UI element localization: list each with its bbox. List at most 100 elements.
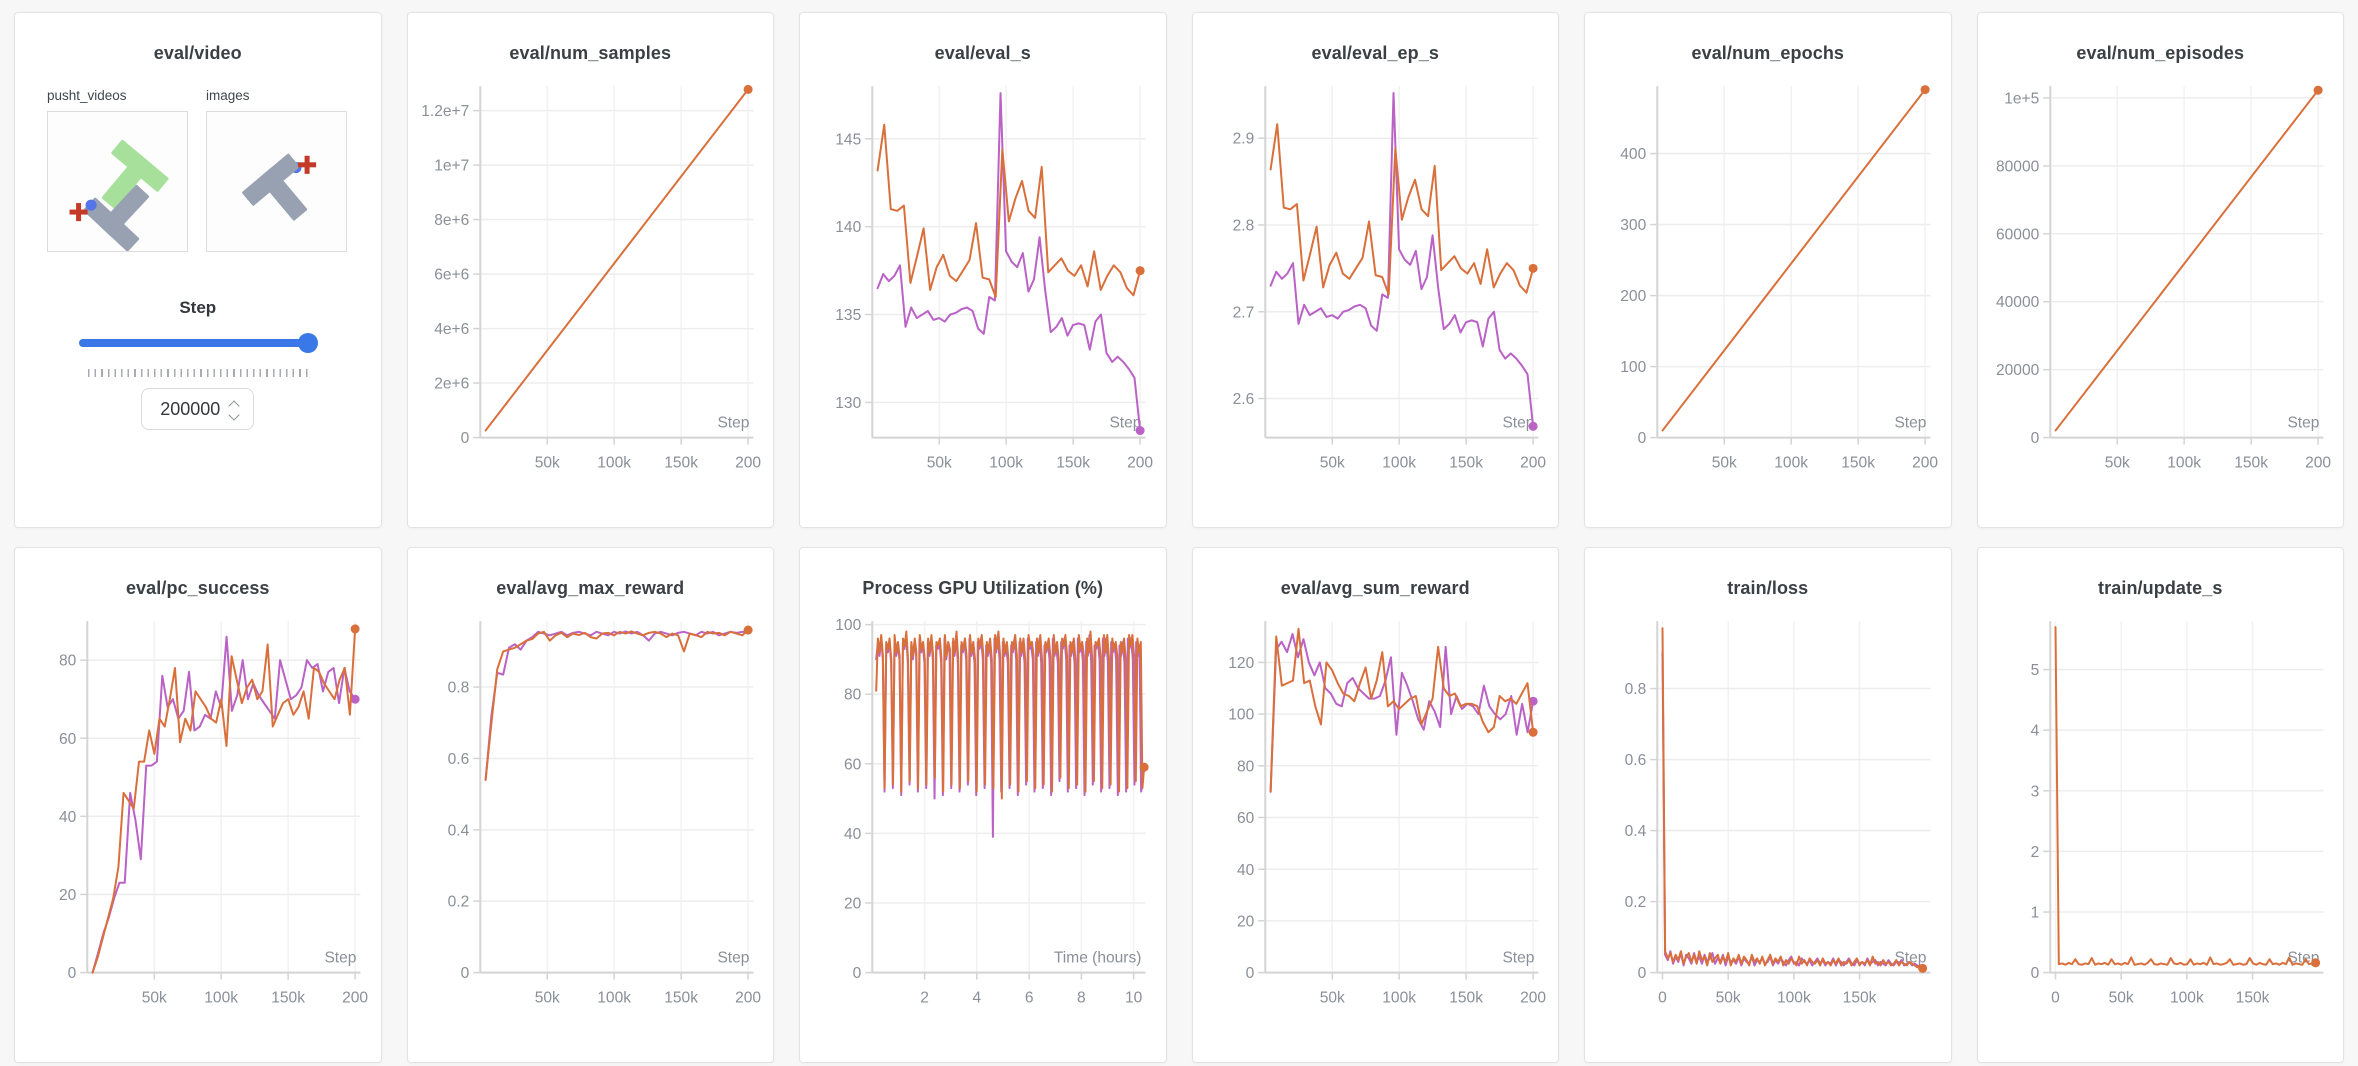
svg-text:50k: 50k [1712,455,1737,472]
pusht-videos-thumbnail[interactable] [47,111,188,252]
svg-text:Step: Step [1502,950,1534,967]
svg-text:150k: 150k [1843,990,1877,1007]
svg-text:8: 8 [1077,990,1086,1007]
svg-text:200: 200 [1620,288,1646,305]
svg-text:150k: 150k [664,990,698,1007]
slider-track[interactable] [78,339,317,347]
svg-text:0: 0 [1638,965,1647,982]
svg-text:2: 2 [2030,844,2039,861]
svg-text:100k: 100k [597,990,631,1007]
svg-text:50k: 50k [534,455,559,472]
chart-eval-eval-s[interactable]: 130 135 140 145 50k 100k 150k 200 Step [800,64,1166,510]
slider-tick-marks [87,369,308,377]
chart-train-update-s[interactable]: 0 1 2 3 4 5 0 50k 100k 150k Step [1978,599,2344,1045]
svg-text:200: 200 [342,990,368,1007]
svg-text:100k: 100k [1382,455,1416,472]
svg-text:50k: 50k [1319,455,1344,472]
svg-text:50k: 50k [534,990,559,1007]
media-panel-eval-video: eval/video pusht_videos [14,12,382,528]
svg-text:150k: 150k [1841,455,1875,472]
svg-text:1e+5: 1e+5 [2004,90,2039,107]
svg-text:150k: 150k [664,455,698,472]
chart-panel-eval-avg-max-reward: eval/avg_max_reward 0 0.2 0.4 0.6 0.8 50k 100k… [406,547,774,1063]
chart-title: Process GPU Utilization (%) [862,578,1104,598]
pusht-image [242,153,317,221]
svg-text:3: 3 [2030,783,2039,800]
svg-text:80: 80 [844,687,862,704]
svg-text:60: 60 [1236,810,1254,827]
svg-text:50k: 50k [1716,990,1741,1007]
svg-text:150k: 150k [2234,455,2268,472]
svg-text:1.2e+7: 1.2e+7 [421,103,469,120]
svg-text:100k: 100k [2170,990,2204,1007]
chart-title: train/update_s [2098,578,2223,598]
svg-text:0: 0 [1245,965,1254,982]
chart-panel-train-loss: train/loss 0 0.2 0.4 0.6 0.8 0 50k 100k 150k Step [1584,547,1952,1063]
svg-text:40: 40 [59,809,77,826]
chart-title: eval/avg_sum_reward [1280,578,1470,598]
svg-text:100k: 100k [204,990,238,1007]
step-value-input[interactable] [157,398,224,420]
slider-thumb[interactable] [297,333,318,353]
step-decrement-button[interactable] [228,409,240,421]
step-slider[interactable] [78,333,318,354]
svg-text:150k: 150k [1056,455,1090,472]
chart-title: eval/eval_s [934,43,1031,63]
chart-panel-train-update-s: train/update_s 0 1 2 3 4 5 0 50k 100k 150k Step [1976,547,2344,1063]
svg-text:2.7: 2.7 [1232,304,1254,321]
svg-text:60000: 60000 [1996,226,2040,243]
images-thumbnail[interactable] [206,111,347,252]
step-slider-label: Step [179,298,217,317]
chart-train-loss[interactable]: 0 0.2 0.4 0.6 0.8 0 50k 100k 150k Step [1585,599,1951,1045]
svg-text:0: 0 [2030,965,2039,982]
chart-eval-eval-ep-s[interactable]: 2.6 2.7 2.8 2.9 50k 100k 150k 200 Step [1193,64,1559,510]
svg-text:20: 20 [59,887,77,904]
svg-text:0.8: 0.8 [1625,681,1647,698]
svg-text:Step: Step [1502,415,1534,432]
chart-eval-pc-success[interactable]: 0 20 40 60 80 50k 100k 150k 200 Step [15,599,381,1045]
svg-text:60: 60 [844,756,862,773]
chart-eval-avg-max-reward[interactable]: 0 0.2 0.4 0.6 0.8 50k 100k 150k 200 Step [408,599,774,1045]
chart-panel-eval-num-epochs: eval/num_epochs 0 100 200 300 400 50k 100k 150k… [1584,12,1952,528]
svg-text:40000: 40000 [1996,294,2040,311]
svg-text:2.9: 2.9 [1232,131,1254,148]
svg-text:Time (hours): Time (hours) [1054,950,1142,967]
svg-text:100: 100 [1620,359,1646,376]
svg-text:200: 200 [735,990,761,1007]
svg-text:120: 120 [1228,655,1254,672]
svg-text:Step: Step [2287,415,2319,432]
svg-text:0.6: 0.6 [447,751,469,768]
svg-text:2e+6: 2e+6 [434,376,469,393]
chart-gpu-utilization[interactable]: 0 20 40 60 80 100 2 4 6 8 10 Time (hours) [800,599,1166,1045]
chart-eval-num-episodes[interactable]: 0 20000 40000 60000 80000 1e+5 50k 100k 150k 200 S… [1978,64,2344,510]
chart-eval-avg-sum-reward[interactable]: 0 20 40 60 80 100 120 50k 100k 150k 200 Step [1193,599,1559,1045]
svg-text:140: 140 [835,219,861,236]
svg-text:0: 0 [2051,990,2060,1007]
svg-text:0.8: 0.8 [447,680,469,697]
panel-title: eval/video [153,43,242,63]
svg-text:Step: Step [1109,415,1141,432]
svg-text:100k: 100k [2167,455,2201,472]
svg-text:300: 300 [1620,217,1646,234]
svg-text:1e+7: 1e+7 [434,158,469,175]
svg-text:200: 200 [735,455,761,472]
svg-text:20: 20 [1236,913,1254,930]
svg-text:145: 145 [835,131,861,148]
svg-text:0: 0 [68,965,77,982]
chart-panel-eval-pc-success: eval/pc_success 0 20 40 60 80 50k 100k 150k 200 S… [14,547,382,1063]
svg-text:100k: 100k [1774,455,1808,472]
svg-text:Step: Step [1894,415,1926,432]
svg-text:8e+6: 8e+6 [434,212,469,229]
chart-eval-num-samples[interactable]: 0 2e+6 4e+6 6e+6 8e+6 1e+7 1.2e+7 50k 100k 150k 20… [408,64,774,510]
svg-text:Step: Step [324,950,356,967]
chart-eval-num-epochs[interactable]: 0 100 200 300 400 50k 100k 150k 200 Step [1585,64,1951,510]
svg-text:150k: 150k [1449,990,1483,1007]
svg-text:130: 130 [835,395,861,412]
svg-text:2: 2 [920,990,929,1007]
svg-text:100k: 100k [1777,990,1811,1007]
svg-text:6: 6 [1025,990,1034,1007]
svg-text:2.6: 2.6 [1232,391,1254,408]
svg-text:150k: 150k [1449,455,1483,472]
svg-text:100k: 100k [597,455,631,472]
svg-text:200: 200 [1520,990,1546,1007]
